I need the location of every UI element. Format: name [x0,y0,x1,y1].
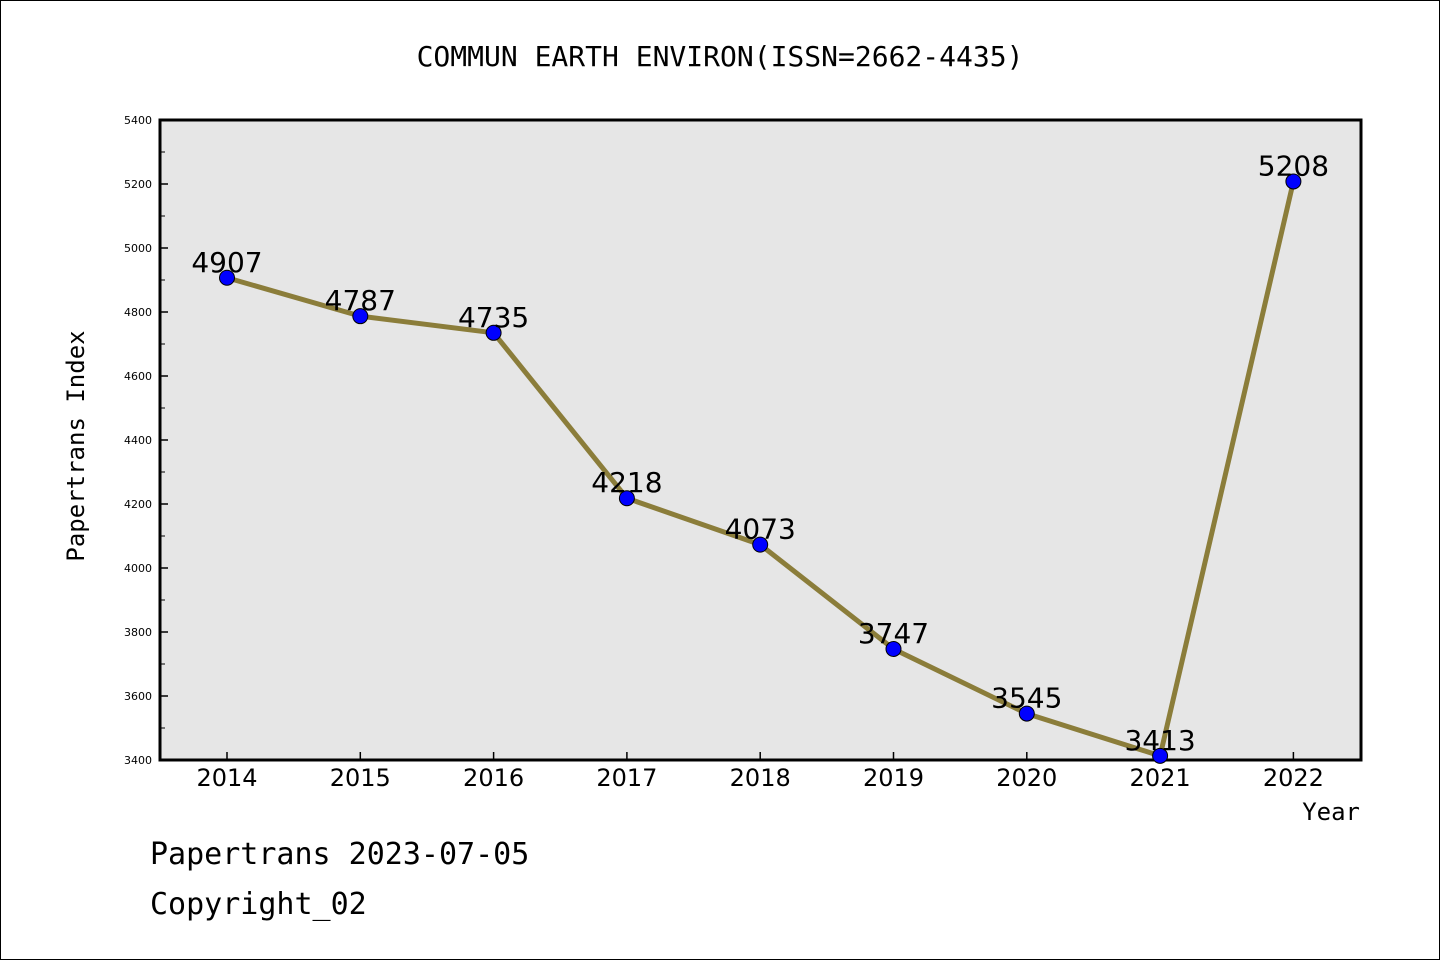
data-label: 4218 [591,466,662,499]
data-label: 4073 [725,513,796,546]
y-tick-label: 4800 [124,306,152,319]
data-label: 4907 [191,246,262,279]
data-label: 3413 [1124,724,1195,757]
x-tick-label: 2021 [1130,764,1191,792]
data-point [352,308,369,325]
footer-copyright: Copyright_02 [150,887,367,922]
data-point [752,536,769,553]
data-point [618,490,635,507]
x-tick-label: 2022 [1263,764,1324,792]
data-label: 4735 [458,301,529,334]
y-tick-label: 5400 [124,114,152,127]
chart-title: COMMUN EARTH ENVIRON(ISSN=2662-4435) [417,40,1024,73]
data-point [1152,747,1169,764]
data-point [219,269,235,286]
y-axis-label: Papertrans Index [62,330,90,561]
x-axis-label: Year [1302,798,1360,826]
x-tick-label: 2015 [330,764,391,792]
y-tick-label: 3600 [124,690,152,703]
x-tick-label: 2016 [463,764,524,792]
data-labels: 4907 4787 4735 4218 4073 3747 3545 3413 5208 [191,149,1329,756]
data-label: 4787 [325,284,396,317]
x-tick-label: 2018 [730,764,791,792]
x-tick-label: 2014 [196,764,257,792]
y-tick-label: 4000 [124,562,152,575]
data-point [1285,173,1302,190]
y-tick-label: 4400 [124,434,152,447]
data-point [885,640,902,657]
y-tick-label: 5200 [124,178,152,191]
x-axis: 2014 2015 2016 2017 2018 2019 2020 2021 2022 [196,752,1324,792]
x-tick-label: 2020 [996,764,1057,792]
x-tick-label: 2019 [863,764,924,792]
y-tick-label: 3400 [124,754,152,767]
series-papertrans-index [219,173,1302,764]
y-tick-label: 4600 [124,370,152,383]
y-axis: 3400 3600 3800 4000 4200 4400 4600 4800 5000 5200… [124,114,168,767]
data-point [485,324,502,341]
footer-date: Papertrans 2023-07-05 [150,837,529,872]
y-tick-label: 3800 [124,626,152,639]
data-label: 5208 [1258,149,1329,182]
data-label: 3545 [991,682,1062,715]
data-label: 3747 [858,617,929,650]
y-tick-label: 4200 [124,498,152,511]
y-tick-label: 5000 [124,242,152,255]
x-tick-label: 2017 [596,764,657,792]
plot-area [158,118,1363,762]
data-point [1018,705,1035,722]
